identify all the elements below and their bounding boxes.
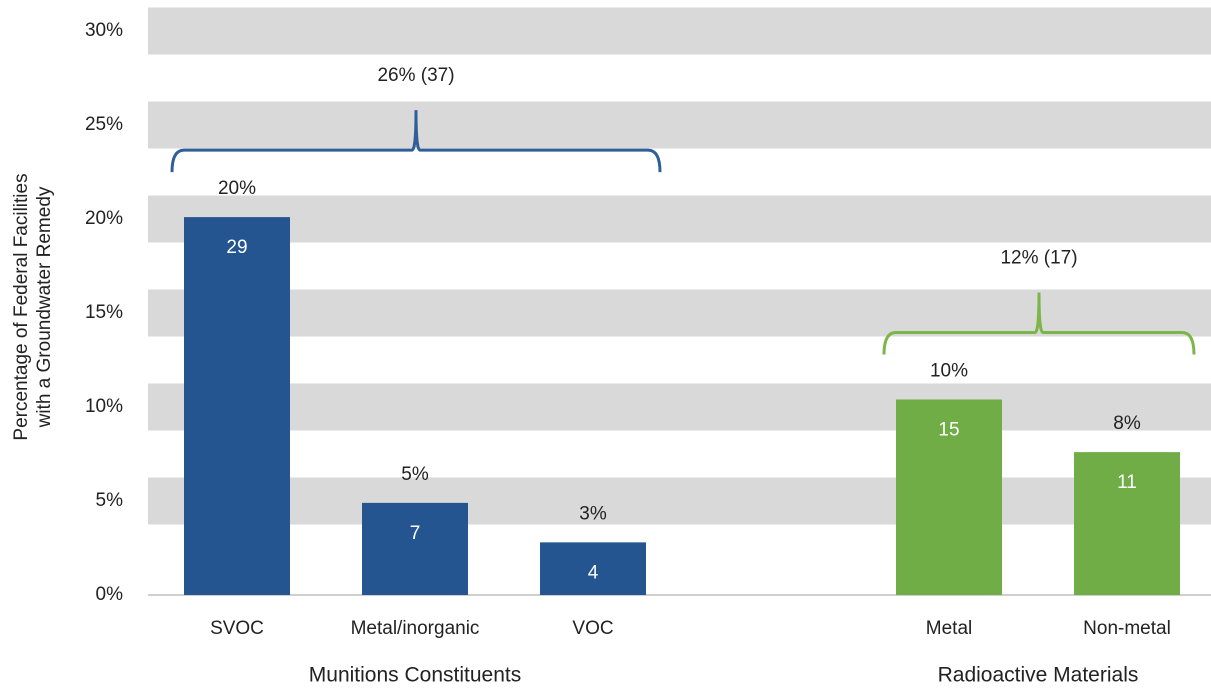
grid-band: [148, 477, 1211, 525]
y-tick-label: 5%: [96, 490, 124, 511]
bar: [896, 399, 1002, 595]
x-tick-label: Metal/inorganic: [351, 618, 480, 639]
count-label: 15: [938, 419, 959, 440]
grid-band: [148, 195, 1211, 243]
x-tick-label: SVOC: [210, 618, 264, 639]
y-axis-title-line: with a Groundwater Remedy: [34, 186, 55, 428]
grid-band: [148, 101, 1211, 149]
bracket: [170, 110, 662, 173]
value-label: 10%: [930, 360, 968, 381]
bar: [1074, 452, 1180, 595]
value-label: 8%: [1113, 413, 1141, 434]
count-label: 7: [410, 523, 421, 544]
y-tick-label: 15%: [85, 302, 123, 323]
x-tick-label: Non-metal: [1083, 618, 1171, 639]
group-label: Radioactive Materials: [938, 664, 1139, 687]
grid-band: [148, 7, 1211, 55]
count-label: 11: [1117, 472, 1137, 493]
count-label: 4: [588, 562, 599, 583]
bar: [362, 502, 468, 595]
y-tick-label: 20%: [85, 208, 123, 229]
x-tick-label: VOC: [572, 618, 613, 639]
bar: [184, 217, 290, 595]
grid-band: [148, 289, 1211, 337]
value-label: 20%: [218, 178, 256, 199]
bracket-label: 12% (17): [1000, 247, 1077, 268]
value-label: 3%: [579, 503, 607, 524]
group-label: Munitions Constituents: [309, 664, 521, 687]
y-axis-title-line: Percentage of Federal Facilities: [11, 173, 32, 440]
grid-band: [148, 383, 1211, 431]
bracket: [882, 292, 1196, 355]
bracket-label: 26% (37): [377, 65, 454, 86]
y-tick-label: 30%: [85, 20, 123, 41]
count-label: 29: [226, 237, 247, 258]
y-tick-label: 10%: [85, 396, 123, 417]
y-tick-label: 25%: [85, 114, 123, 135]
value-label: 5%: [401, 464, 429, 485]
y-tick-label: 0%: [96, 584, 124, 605]
bar: [540, 542, 646, 595]
y-axis-title: Percentage of Federal Facilities with a …: [11, 173, 55, 440]
x-tick-label: Metal: [926, 618, 972, 639]
